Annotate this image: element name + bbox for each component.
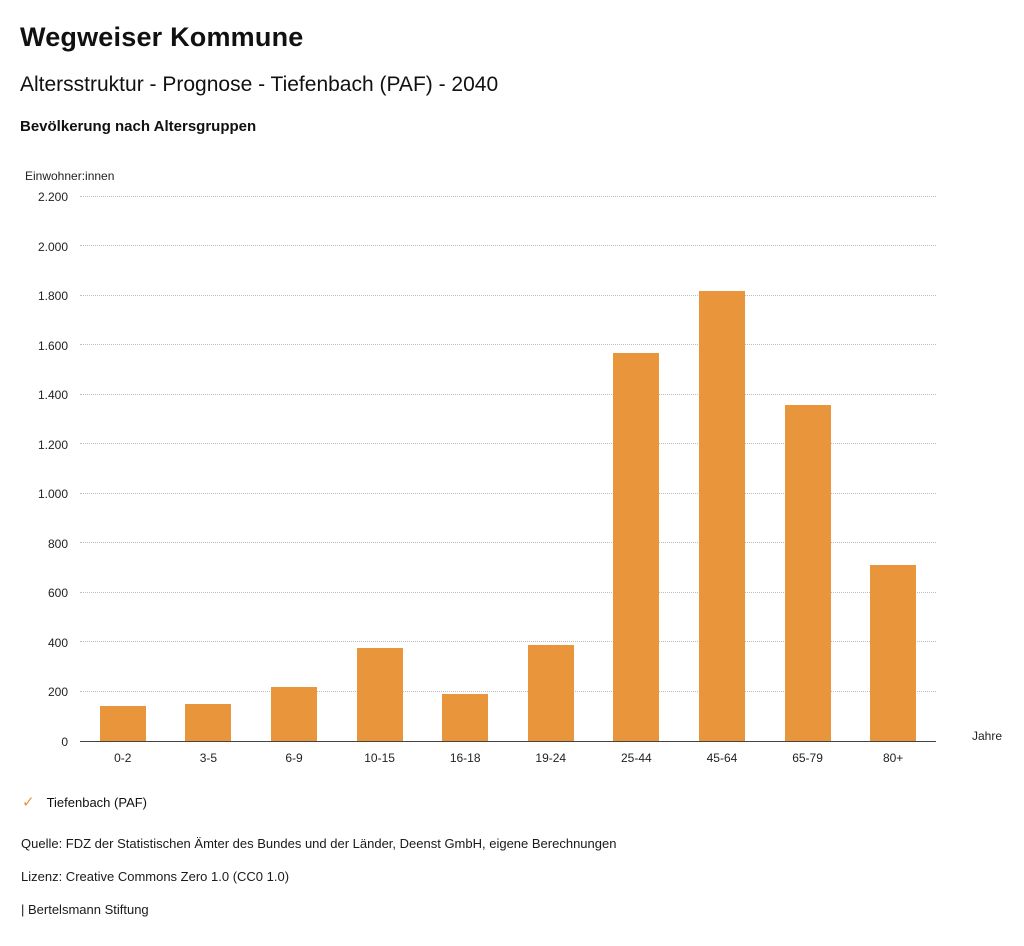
bar-group-80+ (850, 197, 936, 741)
bar-group-6-9 (251, 197, 337, 741)
brand-title: Wegweiser Kommune (20, 22, 304, 52)
page-title: Altersstruktur - Prognose - Tiefenbach (… (20, 73, 499, 96)
y-tick-label: 800 (47, 536, 68, 551)
gridline (80, 294, 936, 296)
x-axis-labels: 0-2 3-5 6-9 10-15 16-18 19-24 25-44 45-64 65-79 8… (80, 742, 936, 765)
bar-80+[interactable] (870, 565, 917, 741)
x-tick-label: 19-24 (535, 751, 567, 765)
x-axis-title: Jahre (971, 729, 1002, 743)
x-tick-label: 3-5 (199, 751, 218, 765)
y-tick-label: 1.000 (37, 487, 68, 502)
y-tick-label: 1.800 (37, 289, 68, 304)
bar-16-18[interactable] (442, 694, 489, 741)
chart-body: 0 200 400 600 800 1.000 1.200 1.400 1.600 1.800 2.… (20, 191, 1004, 765)
gridline (80, 196, 936, 197)
gridline (80, 344, 936, 346)
bar-group-45-64 (679, 197, 765, 741)
gridline (80, 542, 936, 544)
legend-label: Tiefenbach (PAF) (46, 795, 148, 810)
bar-3-5[interactable] (185, 703, 232, 741)
gridline (80, 393, 936, 395)
y-tick-label: 0 (61, 735, 68, 749)
y-tick-label: 2.000 (37, 239, 68, 254)
y-axis-labels: 0 200 400 600 800 1.000 1.200 1.400 1.600 1.800 2.… (20, 191, 80, 748)
x-tick-label: 0-2 (114, 751, 132, 765)
x-tick-label: 45-64 (706, 751, 738, 765)
y-tick-label: 400 (47, 635, 68, 650)
gridline (80, 690, 936, 692)
footer: Quelle: FDZ der Statistischen Ämter des … (20, 836, 1004, 917)
y-tick-label: 1.600 (37, 338, 68, 353)
y-tick-label: 2.200 (37, 190, 68, 204)
attribution-text: | Bertelsmann Stiftung (21, 902, 149, 917)
source-text: Quelle: FDZ der Statistischen Ämter des … (21, 836, 617, 851)
check-icon: ✓ (22, 794, 35, 811)
page: Wegweiser Kommune Altersstruktur - Progn… (20, 22, 1004, 917)
y-tick-label: 1.400 (37, 388, 68, 403)
x-tick-label: 10-15 (364, 751, 395, 765)
bar-65-79[interactable] (784, 404, 831, 741)
bar-group-0-2 (80, 197, 166, 741)
x-tick-label: 16-18 (449, 751, 481, 765)
x-tick-label: 25-44 (621, 751, 652, 765)
x-tick-label: 65-79 (792, 751, 823, 765)
chart-title: Bevölkerung nach Altersgruppen (20, 118, 257, 135)
bar-0-2[interactable] (99, 706, 146, 741)
y-axis-title: Einwohner:innen (25, 169, 115, 183)
plot-outer: 0-2 3-5 6-9 10-15 16-18 19-24 25-44 45-64 65-79 8… (80, 196, 936, 765)
bar-45-64[interactable] (698, 290, 745, 741)
y-tick-label: 600 (47, 586, 68, 601)
bar-group-19-24 (508, 197, 594, 741)
legend: ✓ Tiefenbach (PAF) (20, 795, 1004, 810)
bar-6-9[interactable] (270, 686, 317, 741)
x-tick-label: 6-9 (285, 751, 303, 765)
plot-area (80, 196, 936, 742)
gridline (80, 591, 936, 593)
bar-group-25-44 (594, 197, 680, 741)
bar-19-24[interactable] (527, 644, 574, 741)
gridline (80, 492, 936, 494)
bar-group-10-15 (337, 197, 423, 741)
y-tick-label: 200 (47, 685, 68, 700)
gridline (80, 443, 936, 445)
y-tick-label: 1.200 (37, 437, 68, 452)
license-text: Lizenz: Creative Commons Zero 1.0 (CC0 1… (21, 869, 290, 884)
bar-25-44[interactable] (613, 352, 660, 741)
bar-chart: Einwohner:innen 0 200 400 600 800 1.000 1.200 1… (20, 169, 1004, 765)
bar-group-3-5 (166, 197, 252, 741)
gridline (80, 641, 936, 643)
gridline (80, 245, 936, 247)
bar-group-16-18 (422, 197, 508, 741)
bar-group-65-79 (765, 197, 851, 741)
x-tick-label: 80+ (882, 751, 904, 765)
bar-10-15[interactable] (356, 648, 403, 741)
